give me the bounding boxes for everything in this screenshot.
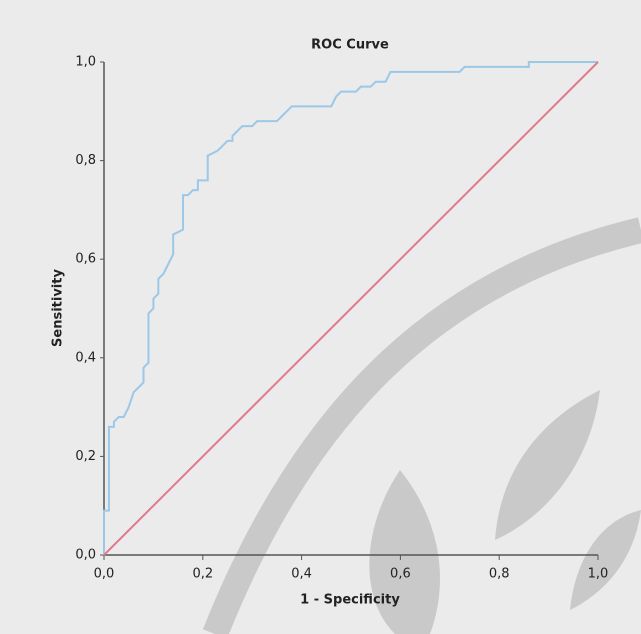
chart: ROC Curve 1 - Specificity Sensitivity 0,… xyxy=(0,0,641,634)
chart-title: ROC Curve xyxy=(311,38,389,53)
x-tick-label: 0,4 xyxy=(291,567,312,582)
y-tick-label: 1,0 xyxy=(75,55,96,70)
x-tick-label: 0,8 xyxy=(489,567,510,582)
y-tick-label: 0,0 xyxy=(75,548,96,563)
y-tick-label: 0,2 xyxy=(75,449,96,464)
background xyxy=(0,0,641,634)
y-tick-label: 0,4 xyxy=(75,350,96,365)
y-axis-title: Sensitivity xyxy=(51,269,66,347)
x-tick-label: 0,2 xyxy=(192,567,213,582)
x-tick-label: 0,0 xyxy=(94,567,115,582)
x-tick-label: 0,6 xyxy=(390,567,411,582)
x-axis-title: 1 - Specificity xyxy=(300,593,400,608)
x-tick-label: 1,0 xyxy=(588,567,609,582)
y-tick-label: 0,6 xyxy=(75,252,96,267)
y-tick-label: 0,8 xyxy=(75,153,96,168)
